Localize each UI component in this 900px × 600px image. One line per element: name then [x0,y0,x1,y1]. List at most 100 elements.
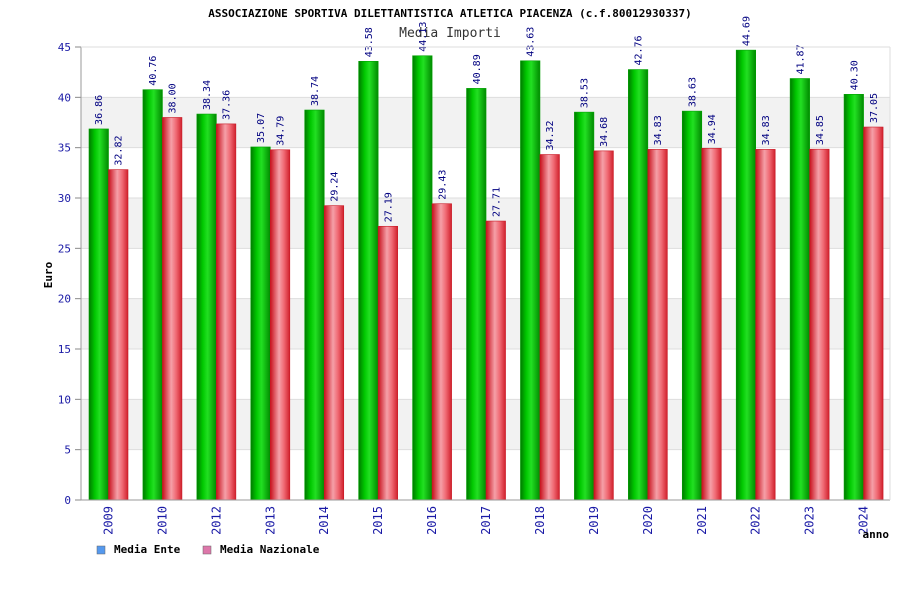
bar-media-nazionale [108,169,129,501]
y-tick-label: 10 [58,393,71,406]
value-label-media-nazionale: 34.68 [599,117,610,147]
value-label-media-ente: 42.76 [634,35,645,65]
bar-media-ente [196,113,217,501]
value-label-media-ente: 44.13 [418,22,429,52]
bar-media-ente [681,110,703,501]
legend-label: Media Ente [114,543,181,556]
chart-title: ASSOCIAZIONE SPORTIVA DILETTANTISTICA AT… [208,7,691,20]
legend-swatch [202,545,212,555]
bar-media-nazionale [863,126,884,501]
y-tick-label: 25 [58,242,71,255]
bars [88,49,884,501]
x-tick-label: 2010 [155,506,169,535]
value-label-media-nazionale: 34.32 [545,120,556,150]
bar-media-nazionale [539,154,560,501]
x-tick-label: 2021 [695,506,709,535]
axes [80,46,891,501]
value-label-media-ente: 38.74 [310,76,321,106]
y-tick-label: 40 [58,91,71,104]
legend: Media Ente Media Nazionale [96,543,320,556]
bar-media-nazionale [216,123,237,501]
value-label-media-nazionale: 38.00 [168,83,179,113]
legend-label: Media Nazionale [220,543,320,556]
y-tick-labels: 0 5 10 15 20 25 30 35 40 45 [58,41,71,507]
bar-media-nazionale [431,203,452,501]
x-tick-label: 2022 [749,506,763,535]
value-label-media-nazionale: 32.82 [114,136,125,166]
bar-media-nazionale [647,149,668,501]
x-tick-label: 2009 [102,506,116,535]
value-label-media-nazionale: 37.36 [222,90,233,120]
value-label-media-nazionale: 34.79 [276,116,287,146]
value-label-media-ente: 41.87 [795,44,806,74]
value-labels: 36.86 32.82 40.76 38.00 38.34 37.36 35.07 34.79… [94,16,880,222]
y-tick-label: 45 [58,41,71,54]
y-tick-label: 20 [58,293,71,306]
bar-media-nazionale [162,117,183,501]
x-tick-label: 2024 [857,506,871,535]
x-tick-label: 2019 [587,506,601,535]
value-label-media-ente: 40.76 [148,56,159,86]
bar-media-ente [358,60,379,501]
x-tick-label: 2014 [317,506,331,535]
x-tick-label: 2017 [479,506,493,535]
bar-media-nazionale [323,205,345,501]
bar-media-ente [628,69,649,501]
value-label-media-nazionale: 29.24 [329,172,340,202]
x-tick-labels: 2009 2010 2012 2013 2014 2015 2016 2017 2018 2019… [102,506,871,535]
y-tick-label: 15 [58,343,71,356]
y-tick-label: 35 [58,142,71,155]
value-label-media-ente: 38.34 [202,80,213,110]
y-tick-label: 5 [64,444,71,457]
bar-media-ente [466,88,487,501]
value-label-media-ente: 40.89 [472,54,483,84]
bar-media-ente [574,111,595,501]
x-tick-label: 2023 [803,506,817,535]
value-label-media-ente: 35.07 [256,113,267,143]
bar-media-ente [250,146,271,501]
bar-media-nazionale [809,148,830,501]
bar-media-ente [412,55,433,501]
x-tick-label: 2012 [209,506,223,535]
bar-media-nazionale [377,225,398,501]
bar-media-ente [304,109,325,501]
value-label-media-nazionale: 37.05 [869,93,880,123]
value-label-media-ente: 43.63 [526,27,537,57]
y-axis-title: Euro [42,261,55,288]
value-label-media-nazionale: 34.85 [815,115,826,145]
value-label-media-nazionale: 34.83 [761,115,772,145]
bar-media-ente [142,89,163,501]
x-tick-label: 2013 [263,506,277,535]
bar-media-nazionale [593,150,614,501]
x-axis-title: anno [863,528,890,541]
value-label-media-ente: 38.63 [688,77,699,107]
x-tick-label: 2016 [425,506,439,535]
bar-media-ente [843,94,864,501]
x-tick-label: 2015 [371,506,385,535]
bar-media-ente [520,60,541,501]
value-label-media-ente: 44.69 [741,16,752,46]
legend-swatch [96,545,106,555]
y-tick-label: 0 [64,494,71,507]
y-tick-label: 30 [58,192,71,205]
value-label-media-nazionale: 27.19 [383,192,394,222]
chart-subtitle: Media Importi [399,26,501,41]
x-tick-label: 2020 [641,506,655,535]
value-label-media-ente: 36.86 [94,95,105,125]
value-label-media-nazionale: 34.94 [707,114,718,144]
bar-media-nazionale [269,149,291,501]
x-tick-label: 2018 [533,506,547,535]
value-label-media-ente: 40.30 [849,60,860,90]
bar-media-nazionale [755,149,776,501]
bar-media-nazionale [701,147,722,501]
value-label-media-nazionale: 29.43 [437,170,448,200]
bar-media-ente [735,49,757,501]
value-label-media-nazionale: 27.71 [491,187,502,217]
value-label-media-ente: 43.58 [364,27,375,57]
value-label-media-ente: 38.53 [580,78,591,108]
bar-media-nazionale [485,220,506,501]
value-label-media-nazionale: 34.83 [653,115,664,145]
bar-media-ente [789,78,810,501]
bar-media-ente [88,128,109,501]
